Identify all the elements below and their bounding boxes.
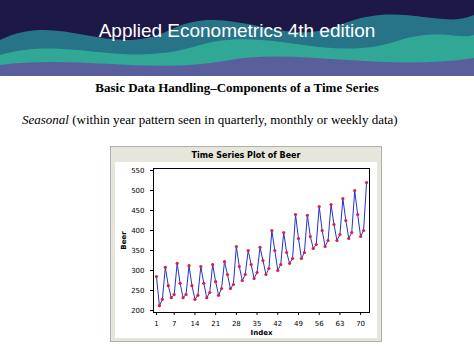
svg-text:200: 200 [131,307,144,315]
html-text:Seasonal (within year pattern: Seasonal (within year pattern seen in qu… [22,112,398,127]
svg-text:56: 56 [315,320,324,328]
svg-text:450: 450 [131,207,144,215]
svg-text:400: 400 [131,227,144,235]
svg-text:300: 300 [131,267,144,275]
svg-text:Index: Index [251,329,273,337]
svg-text:550: 550 [131,167,144,175]
svg-text:63: 63 [335,320,344,328]
svg-text:Beer: Beer [120,231,128,250]
svg-text:7: 7 [172,320,176,328]
html-text:Time Series Plot of Beer: Time Series Plot of Beer [191,151,301,160]
svg-text:500: 500 [131,187,144,195]
svg-text:250: 250 [131,287,144,295]
svg-text:350: 350 [131,247,144,255]
svg-text:70: 70 [356,320,365,328]
svg-text:49: 49 [294,320,303,328]
svg-text:28: 28 [232,320,241,328]
html-text:Basic Data Handling–Components: Basic Data Handling–Components of a Time… [95,80,379,95]
svg-text:14: 14 [190,320,199,328]
svg-text:42: 42 [273,320,282,328]
svg-text:21: 21 [211,320,220,328]
svg-text:35: 35 [253,320,262,328]
svg-text:1: 1 [154,320,158,328]
html-text:Applied Econometrics 4th editi: Applied Econometrics 4th edition [98,20,376,41]
